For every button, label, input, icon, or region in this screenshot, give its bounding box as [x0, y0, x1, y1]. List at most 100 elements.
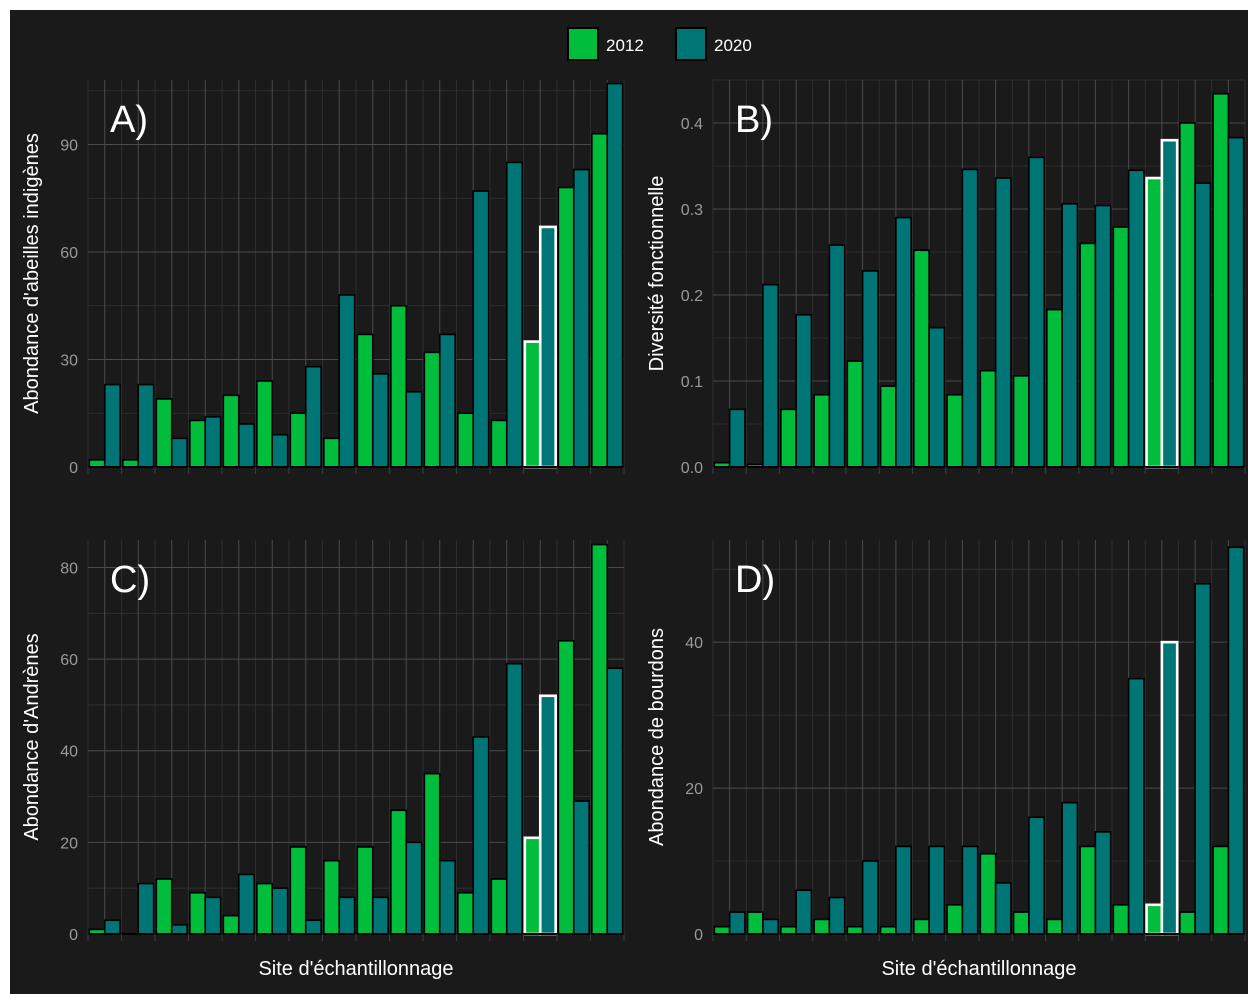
bar-2012-site-4	[813, 918, 831, 935]
bar-2020-site-2	[762, 283, 779, 468]
bar-2012-site-4	[813, 393, 831, 468]
bar-2012-site-7	[289, 412, 307, 468]
bar-2020-site-8	[961, 168, 979, 468]
bar-2012-site-10	[1012, 375, 1030, 468]
bar-2020-site-15	[1194, 182, 1212, 468]
bar-2012-site-12	[457, 412, 475, 468]
bar-2020-site-10	[1028, 156, 1045, 468]
bar-2020-site-3	[170, 924, 188, 935]
y-axis-title: Abondance d'abeilles indigènes	[21, 133, 43, 414]
bar-2012-site-14-highlighted	[523, 340, 542, 469]
bar-2012-site-3	[155, 398, 173, 468]
bar-2020-site-5	[237, 873, 255, 935]
y-tick-label: 0.3	[681, 202, 703, 219]
bar-2020-site-12	[472, 190, 490, 468]
bar-2012-site-11	[1046, 918, 1063, 935]
legend-label-2012: 2012	[606, 36, 644, 55]
panel-label: B)	[735, 99, 773, 141]
bar-2020-site-7	[928, 326, 946, 468]
panel-label: C)	[110, 559, 150, 601]
bar-2012-site-10	[390, 809, 408, 935]
bar-2020-site-9	[371, 896, 389, 935]
bar-2020-site-3	[795, 313, 813, 468]
bar-2012-site-9	[356, 846, 374, 935]
bar-2020-site-2	[137, 383, 155, 468]
bar-2012-site-9	[979, 369, 997, 468]
panel-d: 0 20 40 D) Abondance de bourdons Site d'échan…	[646, 540, 1246, 980]
panel-b: 0.0 0.1 0.2 0.3 0.4 B) Diversité fonctionnelle	[646, 79, 1246, 477]
bar-2012-site-3	[780, 408, 797, 468]
bar-2020-site-11	[1061, 203, 1079, 468]
bar-2020-site-9	[994, 882, 1012, 935]
y-tick-label: 0.1	[681, 374, 703, 391]
bar-2020-site-1	[103, 919, 121, 935]
legend-swatch-2020	[675, 27, 707, 61]
bar-2020-site-10	[405, 841, 423, 935]
bar-2012-site-13	[490, 419, 508, 468]
bar-2012-site-5	[846, 925, 864, 935]
bar-2020-site-10	[1028, 816, 1045, 935]
bar-2020-site-13	[1127, 677, 1145, 935]
x-axis-title: Site d'échantillonnage	[258, 958, 453, 980]
bar-2012-site-1	[713, 925, 731, 935]
bar-2012-site-14-highlighted	[1145, 903, 1164, 936]
bar-2020-site-4	[828, 244, 846, 468]
bar-2012-site-3	[155, 878, 173, 935]
x-axis-title: Site d'échantillonnage	[881, 958, 1076, 980]
bar-2020-site-9	[371, 373, 389, 468]
bar-2012-site-12	[1079, 242, 1097, 468]
bar-2020-site-1	[728, 408, 746, 468]
bar-2020-site-6	[895, 845, 912, 935]
bar-2012-site-3	[780, 925, 797, 935]
y-tick-label: 20	[685, 781, 703, 798]
y-axis-title: Diversité fonctionnelle	[646, 176, 668, 372]
panel-c: 0 20 40 60 80 C) Abondance d'Andrènes Site d'éc…	[21, 540, 625, 980]
bar-2012-site-12	[457, 891, 475, 935]
bar-2012-site-7	[289, 846, 307, 935]
bar-2012-site-11	[1046, 308, 1063, 468]
y-tick-label: 80	[60, 560, 78, 577]
y-axis-title: Abondance d'Andrènes	[21, 633, 43, 840]
bar-2020-site-8	[338, 294, 356, 468]
bar-2012-site-15	[1179, 911, 1196, 935]
bar-2012-site-15	[1179, 122, 1196, 468]
bar-2012-site-13	[490, 878, 508, 935]
bar-2012-site-16	[591, 543, 609, 935]
bar-2020-site-15	[1194, 582, 1212, 935]
bar-2012-site-6	[256, 380, 274, 468]
bar-2020-site-14-highlighted	[1160, 138, 1179, 469]
bar-2020-site-7	[928, 845, 946, 935]
y-tick-label: 60	[60, 245, 78, 262]
bar-2020-site-7	[304, 919, 322, 935]
bar-2020-site-16	[606, 82, 624, 468]
bar-2012-site-14-highlighted	[523, 836, 542, 936]
y-tick-label: 0.2	[681, 288, 703, 305]
bar-2012-site-12	[1079, 845, 1097, 935]
bar-2012-site-11	[423, 351, 441, 468]
bar-2012-site-7	[913, 918, 930, 935]
bar-2020-site-6	[895, 216, 912, 468]
bar-2020-site-2	[137, 882, 155, 935]
bar-2012-site-15	[557, 639, 575, 935]
bar-2020-site-3	[795, 889, 813, 935]
bar-2020-site-13	[505, 662, 523, 935]
bar-2012-site-8	[323, 437, 341, 468]
bar-2020-site-15	[572, 168, 590, 468]
bar-2020-site-5	[237, 423, 255, 468]
bar-2012-site-6	[879, 385, 897, 468]
bar-2020-site-13	[1127, 169, 1145, 468]
bar-2020-site-10	[405, 390, 423, 468]
bar-2020-site-5	[861, 270, 879, 468]
y-tick-label: 0.4	[681, 116, 703, 133]
legend: 2012 2020	[567, 27, 752, 61]
bar-2020-site-9	[994, 177, 1012, 468]
bar-2020-site-16	[606, 667, 624, 935]
bar-2012-site-4	[189, 419, 207, 468]
bar-2020-site-15	[572, 800, 590, 935]
y-tick-label: 90	[60, 138, 78, 155]
bar-2012-site-7	[913, 249, 930, 468]
bar-2020-site-6	[271, 433, 289, 468]
